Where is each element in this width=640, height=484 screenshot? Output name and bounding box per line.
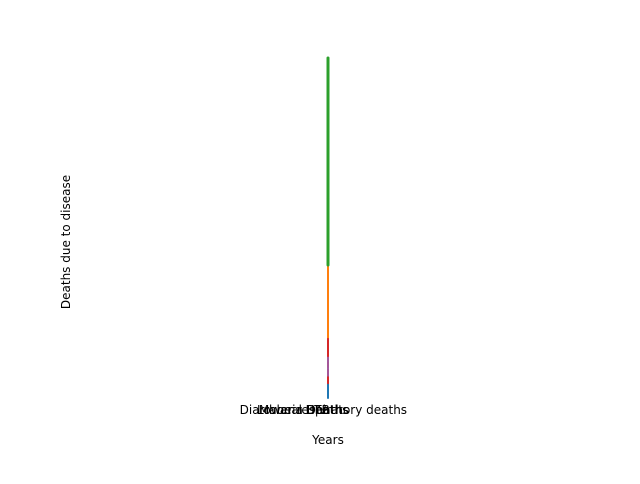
x-tick-label-0: Diarrhoeal Deaths (240, 403, 349, 417)
x-tick-label-3: TB (313, 403, 330, 417)
y-axis-label: Deaths due to disease (59, 175, 73, 309)
x-tick-label-1: Malaria Deaths (259, 403, 349, 417)
x-axis-label: Years (311, 433, 344, 447)
x-tick-label-4: Lower respiratory deaths (257, 403, 407, 417)
x-tick-label-2: HIV (306, 403, 328, 417)
